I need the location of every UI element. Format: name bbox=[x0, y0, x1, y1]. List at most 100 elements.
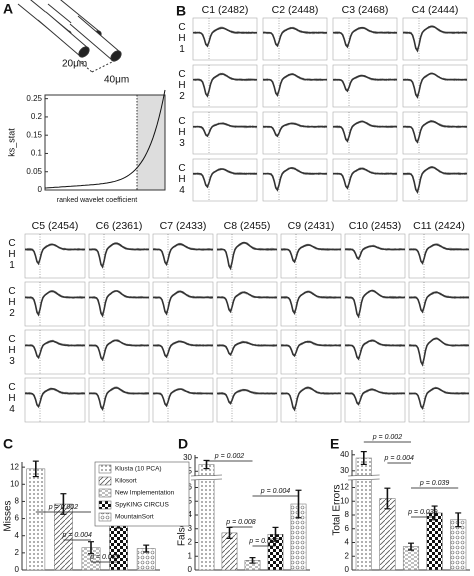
cell-frame bbox=[152, 377, 214, 423]
waveform-cell bbox=[192, 17, 258, 61]
bar bbox=[450, 519, 467, 571]
mean-trace bbox=[345, 245, 405, 261]
mean-trace bbox=[25, 340, 85, 360]
y-axis-label: Misses bbox=[3, 500, 14, 531]
break-mark bbox=[347, 474, 380, 477]
cluster-header: C2 (2448) bbox=[272, 4, 319, 16]
y-tick-label: 0.1 bbox=[31, 149, 43, 158]
mean-trace bbox=[153, 290, 213, 316]
mean-trace bbox=[25, 290, 85, 317]
p-value: p = 0.002 bbox=[372, 434, 402, 441]
mean-trace bbox=[333, 120, 397, 143]
cluster-header: C7 (2433) bbox=[160, 220, 207, 232]
break-mark bbox=[190, 478, 223, 481]
cluster-header: C5 (2454) bbox=[32, 220, 79, 232]
mean-trace bbox=[281, 290, 341, 315]
p-value: p = 0.039 bbox=[89, 554, 119, 561]
cluster-header: C11 (2424) bbox=[413, 220, 465, 232]
y-tick-label: 2 bbox=[15, 548, 20, 557]
cell-frame bbox=[344, 233, 406, 279]
waveform-cell bbox=[24, 329, 86, 375]
cell-frame bbox=[152, 329, 214, 375]
waveform-cell bbox=[344, 281, 406, 327]
waveform-cell bbox=[408, 233, 470, 279]
cell-frame bbox=[280, 329, 342, 375]
cluster-header: C10 (2453) bbox=[349, 220, 402, 232]
cell-frame bbox=[88, 329, 150, 375]
y-tick-label: 0.05 bbox=[26, 167, 42, 176]
cell-frame bbox=[332, 17, 398, 61]
legend-label: Kilosort bbox=[115, 478, 137, 485]
cluster-header: C9 (2431) bbox=[288, 220, 335, 232]
y-tick-label: 10 bbox=[340, 496, 349, 505]
legend-swatch bbox=[98, 476, 112, 486]
mean-trace bbox=[89, 242, 149, 269]
waveform-cell bbox=[280, 233, 342, 279]
channel-label: CH2 bbox=[178, 69, 186, 102]
cell-frame bbox=[24, 233, 86, 279]
waveform-cell bbox=[152, 281, 214, 327]
y-axis-label: ks_stat bbox=[6, 128, 16, 157]
y-tick-label: 4 bbox=[15, 531, 20, 540]
y-tick-label: 0.2 bbox=[31, 112, 43, 121]
waveform-cell bbox=[24, 281, 86, 327]
cluster-header: C1 (2482) bbox=[202, 4, 249, 16]
cell-frame bbox=[192, 111, 258, 155]
waveform-cell bbox=[192, 158, 258, 202]
bar bbox=[426, 512, 443, 571]
y-tick-label: 0 bbox=[15, 565, 20, 574]
cell-frame bbox=[408, 329, 470, 375]
cell-frame bbox=[216, 281, 278, 327]
bar bbox=[198, 464, 215, 571]
p-value: p = 0.008 bbox=[225, 519, 255, 526]
channel-label: CH4 bbox=[8, 382, 16, 415]
waveform-cell bbox=[24, 377, 86, 423]
electrode-label: 20μm bbox=[62, 59, 87, 70]
mean-trace bbox=[403, 72, 467, 99]
waveform-cell bbox=[88, 377, 150, 423]
mean-trace bbox=[25, 387, 85, 409]
mean-trace bbox=[345, 339, 405, 361]
mean-trace bbox=[153, 388, 213, 408]
waveform-cell bbox=[216, 329, 278, 375]
bar bbox=[26, 468, 46, 571]
p-value: p = 0.004 bbox=[62, 532, 92, 539]
mean-trace bbox=[193, 73, 257, 98]
y-tick-label: 1 bbox=[188, 551, 193, 560]
p-value: p = 0.039 bbox=[407, 509, 437, 516]
p-value: p = 0.004 bbox=[384, 455, 414, 462]
legend-label: SpyKING CIRCUS bbox=[115, 502, 169, 509]
channel-label: CH3 bbox=[8, 334, 16, 367]
waveform-cell bbox=[88, 233, 150, 279]
channel-label: CH1 bbox=[178, 22, 186, 55]
cell-frame bbox=[262, 64, 328, 108]
mean-trace bbox=[409, 291, 469, 314]
mean-trace bbox=[263, 27, 327, 48]
waveform-cell bbox=[262, 158, 328, 202]
y-tick-label: 8 bbox=[15, 497, 20, 506]
cell-frame bbox=[402, 17, 468, 61]
mean-trace bbox=[409, 387, 469, 411]
y-tick-label: 8 bbox=[345, 510, 350, 519]
cell-frame bbox=[216, 233, 278, 279]
mean-trace bbox=[217, 341, 277, 356]
cell-frame bbox=[262, 111, 328, 155]
mean-trace bbox=[217, 291, 277, 314]
cell-frame bbox=[88, 233, 150, 279]
y-tick-label: 6 bbox=[188, 483, 193, 492]
legend-swatch bbox=[98, 500, 112, 510]
cell-frame bbox=[88, 281, 150, 327]
mean-trace bbox=[409, 243, 469, 265]
mean-trace bbox=[193, 168, 257, 189]
y-tick-label: 5 bbox=[188, 496, 193, 505]
cluster-header: C6 (2361) bbox=[96, 220, 143, 232]
waveform-cell bbox=[216, 377, 278, 423]
cell-frame bbox=[402, 64, 468, 108]
ks-curve bbox=[44, 89, 166, 189]
cell-frame bbox=[262, 158, 328, 202]
mean-trace bbox=[217, 388, 277, 405]
channel-label: CH4 bbox=[178, 163, 186, 196]
waveform-cell bbox=[402, 17, 468, 61]
cell-frame bbox=[24, 329, 86, 375]
waveform-cell bbox=[262, 17, 328, 61]
